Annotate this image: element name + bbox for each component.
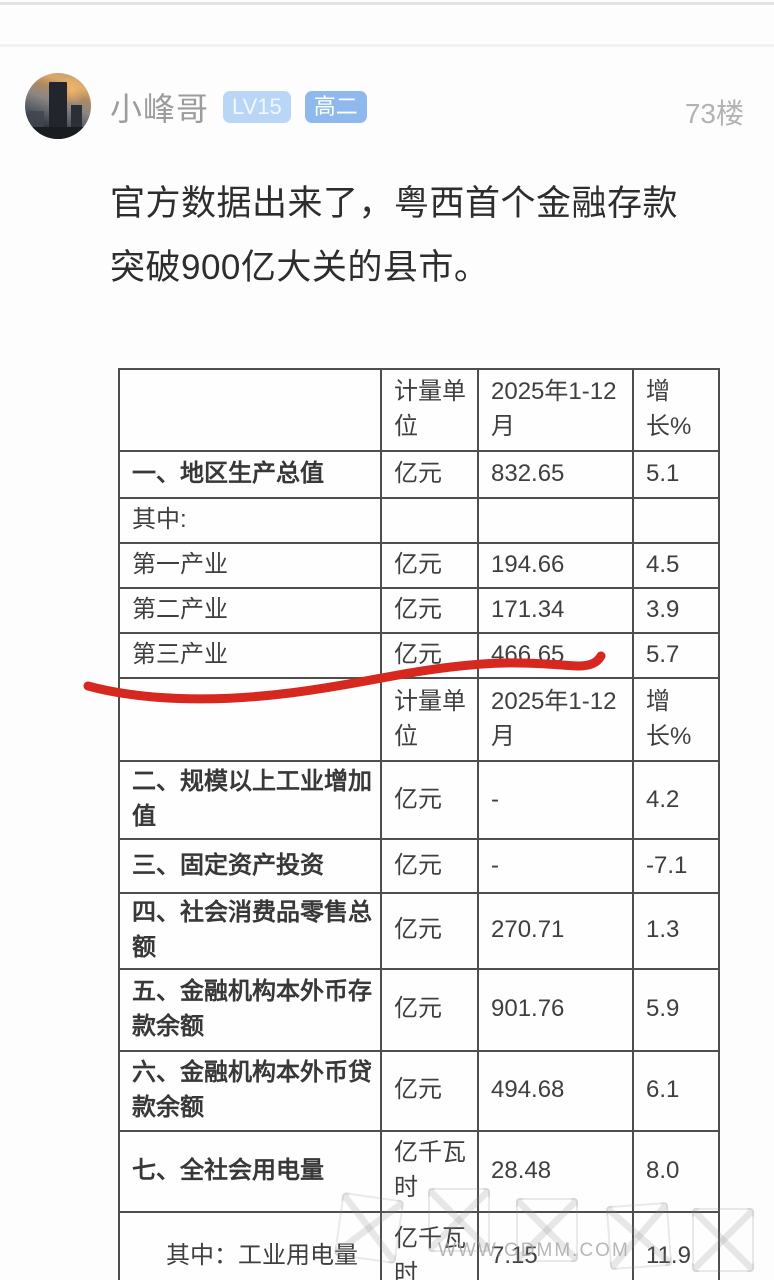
cell-unit: 亿千瓦时 [380,1210,479,1280]
cell-label: 四、社会消费品零售总额 [118,892,382,970]
cell-unit: 亿元 [380,632,479,679]
cell-growth: 11.9 [632,1210,720,1280]
cell-unit: 亿元 [380,1049,479,1132]
avatar[interactable] [25,73,91,139]
author-line: 小峰哥 LV15 高二 [110,86,367,128]
avatar-ground [25,127,91,139]
table-row: 一、地区生产总值 亿元 832.65 5.1 [118,450,720,499]
table-row: 二、规模以上工业增加值 亿元 - 4.2 [118,760,720,840]
cell-label [118,368,382,452]
cell-unit: 亿千瓦时 [380,1129,479,1213]
cell-label: 七、全社会用电量 [118,1129,382,1213]
cell-unit: 亿元 [380,542,479,589]
avatar-tower [49,82,67,128]
cell-value: 194.66 [477,542,634,589]
cell-growth: -7.1 [632,838,720,894]
cell-label: 二、规模以上工业增加值 [118,760,382,840]
cell-value: - [477,760,634,840]
cell-unit: 计量单位 [380,368,479,452]
statistics-table: 计量单位 2025年1-12月 增长% 一、地区生产总值 亿元 832.65 5… [118,368,720,1280]
cell-label: 其中: [118,497,382,544]
cell-growth: 5.1 [632,450,720,499]
table-row: 七、全社会用电量 亿千瓦时 28.48 8.0 [118,1129,720,1213]
cell-unit [380,497,479,544]
author-name[interactable]: 小峰哥 [110,91,210,127]
cell-unit: 亿元 [380,760,479,840]
cell-growth: 4.5 [632,542,720,589]
cell-growth: 5.9 [632,967,720,1052]
cell-growth: 3.9 [632,587,720,634]
table-row: 六、金融机构本外币贷款余额 亿元 494.68 6.1 [118,1049,720,1132]
cell-value [477,497,634,544]
cell-value: 7.15 [477,1210,634,1280]
cell-value: 171.34 [477,587,634,634]
grade-badge: 高二 [304,90,367,124]
top-divider [0,2,774,5]
table-header-row: 计量单位 2025年1-12月 增长% [118,677,720,762]
cell-value: 832.65 [477,450,634,499]
cell-label [118,677,382,762]
table-row: 其中: [118,497,720,544]
cell-unit: 亿元 [380,892,479,970]
cell-growth: 增长% [632,368,720,452]
table-row: 第一产业 亿元 194.66 4.5 [118,542,720,589]
table-row: 五、金融机构本外币存款余额 亿元 901.76 5.9 [118,967,720,1052]
cell-growth: 1.3 [632,892,720,970]
floor-number: 73楼 [684,98,744,129]
table-row: 三、固定资产投资 亿元 - -7.1 [118,838,720,894]
table-row: 第二产业 亿元 171.34 3.9 [118,587,720,634]
cell-growth: 4.2 [632,760,720,840]
cell-growth: 6.1 [632,1049,720,1132]
cell-label: 三、固定资产投资 [118,838,382,894]
cell-label: 第二产业 [118,587,382,634]
cell-unit: 亿元 [380,838,479,894]
cell-value: 901.76 [477,967,634,1052]
cell-label: 一、地区生产总值 [118,450,382,499]
cell-label: 第一产业 [118,542,382,589]
table-row: 四、社会消费品零售总额 亿元 270.71 1.3 [118,892,720,970]
post-separator [0,44,774,47]
cell-value: 466.65 [477,632,634,679]
table-row: 其中：工业用电量 亿千瓦时 7.15 11.9 [118,1210,720,1280]
avatar-building-right [71,105,82,129]
cell-label: 其中：工业用电量 [118,1210,382,1280]
table-header-row: 计量单位 2025年1-12月 增长% [118,368,720,452]
cell-growth: 8.0 [632,1129,720,1213]
cell-unit: 亿元 [380,967,479,1052]
cell-growth [632,497,720,544]
cell-label: 第三产业 [118,632,382,679]
cell-unit: 亿元 [380,587,479,634]
table-row-underlined: 第三产业 亿元 466.65 5.7 [118,632,720,679]
post-content: 官方数据出来了，粤西首个金融存款突破900亿大关的县市。 [110,184,679,287]
cell-value: 2025年1-12月 [477,677,634,762]
cell-unit: 亿元 [380,450,479,499]
avatar-building-left [28,111,44,129]
cell-growth: 5.7 [632,632,720,679]
level-badge: LV15 [223,90,291,124]
cell-growth: 增长% [632,677,720,762]
cell-label: 六、金融机构本外币贷款余额 [118,1049,382,1132]
cell-value: 270.71 [477,892,634,970]
cell-unit: 计量单位 [380,677,479,762]
cell-value: 494.68 [477,1049,634,1132]
cell-value: 2025年1-12月 [477,368,634,452]
cell-label: 五、金融机构本外币存款余额 [118,967,382,1052]
cell-value: - [477,838,634,894]
cell-value: 28.48 [477,1129,634,1213]
